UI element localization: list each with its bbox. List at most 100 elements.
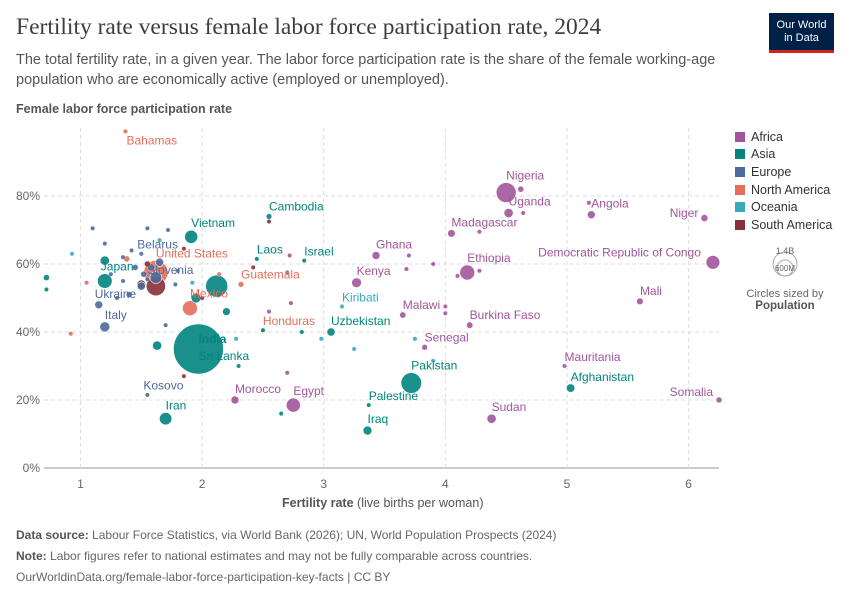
data-point xyxy=(339,304,345,309)
point-label: Afghanistan xyxy=(571,370,634,384)
data-point xyxy=(236,363,241,369)
point-label: Guatemala xyxy=(241,268,300,282)
point-label: Democratic Republic of Congo xyxy=(538,245,701,259)
data-point xyxy=(163,322,168,328)
point-label: Madagascar xyxy=(451,216,517,230)
data-point xyxy=(285,397,301,413)
data-point xyxy=(181,246,187,252)
data-point xyxy=(123,129,128,134)
data-point xyxy=(404,266,409,272)
point-label: Israel xyxy=(304,244,333,258)
point-label: Iran xyxy=(166,398,187,412)
data-point xyxy=(366,402,372,408)
point-label: Uzbekistan xyxy=(331,314,390,328)
data-point xyxy=(351,346,357,352)
data-point xyxy=(520,210,526,216)
point-label: Kiribati xyxy=(342,290,379,304)
data-point xyxy=(102,241,108,246)
data-point xyxy=(443,310,448,316)
data-point xyxy=(152,340,163,351)
point-label: Burkina Faso xyxy=(470,308,541,322)
data-point xyxy=(566,383,576,393)
data-point xyxy=(284,270,290,275)
data-point xyxy=(120,254,126,260)
data-point xyxy=(266,213,272,220)
data-point xyxy=(144,260,151,268)
x-axis-label-unit: (live births per woman) xyxy=(357,496,484,510)
data-point xyxy=(362,425,373,436)
data-point xyxy=(149,271,163,284)
data-point xyxy=(586,200,592,206)
data-point xyxy=(266,219,272,224)
point-label: Iraq xyxy=(368,412,389,426)
point-label: Japan xyxy=(101,260,134,274)
legend-item-europe[interactable]: Europe xyxy=(735,163,832,181)
x-tick-label: 3 xyxy=(320,477,327,491)
size-legend-big-label: 1.4B xyxy=(776,246,795,256)
data-point xyxy=(233,336,239,342)
point-label: Slovenia xyxy=(147,263,193,277)
point-label: Senegal xyxy=(425,331,469,345)
data-point xyxy=(715,396,723,404)
size-legend-variable: Population xyxy=(755,300,815,312)
legend-item-north-america[interactable]: North America xyxy=(735,181,832,199)
legend-item-asia[interactable]: Asia xyxy=(735,146,832,164)
point-label: Vietnam xyxy=(191,216,235,230)
legend-item-south-america[interactable]: South America xyxy=(735,216,832,234)
data-point xyxy=(69,251,75,257)
data-point xyxy=(459,264,476,281)
data-point xyxy=(43,274,50,281)
data-point xyxy=(636,298,644,305)
point-label: Kenya xyxy=(357,264,391,278)
y-tick-label: 80% xyxy=(16,189,40,203)
data-point xyxy=(182,300,198,317)
chart-title: Fertility rate versus female labor force… xyxy=(16,14,602,40)
point-label: Angola xyxy=(591,197,629,211)
data-point xyxy=(222,307,231,316)
data-point xyxy=(299,329,305,335)
point-label: Pakistan xyxy=(411,359,457,373)
legend-swatch xyxy=(735,184,745,195)
point-label: Honduras xyxy=(263,314,315,328)
source-text: Labour Force Statistics, via World Bank … xyxy=(92,528,557,542)
x-tick-label: 4 xyxy=(442,477,449,491)
point-label: Cambodia xyxy=(269,200,324,214)
legend-item-oceania[interactable]: Oceania xyxy=(735,198,832,216)
point-label: Ukraine xyxy=(95,287,137,301)
point-label: Sri Lanka xyxy=(198,349,249,363)
data-point xyxy=(421,344,428,351)
point-label: Kosovo xyxy=(143,379,183,393)
data-point xyxy=(477,268,482,274)
owid-logo[interactable]: Our World in Data xyxy=(769,13,834,53)
data-point xyxy=(372,251,381,260)
footer-source: Data source: Labour Force Statistics, vi… xyxy=(16,528,556,542)
y-tick-label: 20% xyxy=(16,393,40,407)
data-point xyxy=(430,261,436,267)
size-legend-small-circle xyxy=(776,259,794,277)
point-label: Nigeria xyxy=(506,169,544,183)
data-point xyxy=(173,282,178,287)
data-point xyxy=(145,225,150,231)
data-point xyxy=(155,257,165,267)
y-axis-label: Female labor force participation rate xyxy=(16,102,233,116)
data-point xyxy=(399,311,406,319)
point-label: Sudan xyxy=(492,400,527,414)
data-point xyxy=(114,295,120,301)
data-point xyxy=(216,271,222,277)
logo-line-2: in Data xyxy=(784,32,819,44)
data-point xyxy=(138,251,144,257)
data-point xyxy=(326,327,336,337)
data-point xyxy=(250,265,256,270)
legend-item-africa[interactable]: Africa xyxy=(735,128,832,146)
data-point xyxy=(175,268,181,274)
footer-url[interactable]: OurWorldinData.org/female-labor-force-pa… xyxy=(16,570,391,584)
x-axis-label-bold: Fertility rate xyxy=(282,496,354,510)
data-point xyxy=(94,300,104,310)
data-point xyxy=(412,336,418,342)
data-point xyxy=(260,327,266,333)
footer-note: Note: Labor figures refer to national es… xyxy=(16,549,532,563)
point-label: Malawi xyxy=(403,298,440,312)
data-point xyxy=(44,287,49,292)
data-point xyxy=(705,255,721,270)
legend-swatch xyxy=(735,149,745,160)
